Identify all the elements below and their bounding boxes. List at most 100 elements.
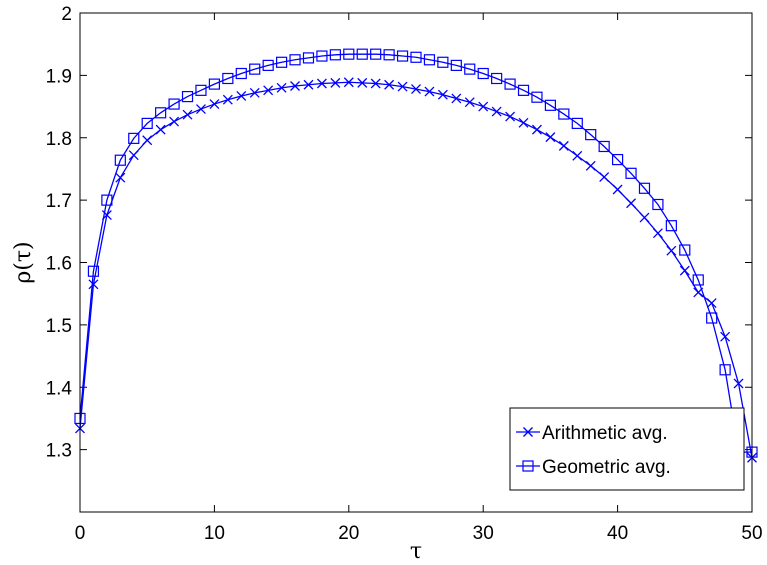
data-point (249, 63, 261, 75)
data-point (532, 124, 542, 135)
x-tick-label: 30 (473, 523, 494, 544)
data-point (638, 182, 651, 194)
data-point (679, 244, 691, 256)
data-point (625, 167, 637, 179)
x-tick-label: 10 (204, 523, 225, 544)
y-tick-label: 1.8 (46, 129, 72, 150)
data-point (652, 198, 664, 211)
data-point (303, 79, 314, 90)
legend-label: Geometric avg. (542, 457, 671, 478)
y-tick-label: 1.5 (46, 316, 72, 337)
legend-item: Geometric avg. (516, 457, 671, 478)
data-point (451, 93, 462, 104)
data-point (88, 279, 99, 290)
data-point (410, 51, 422, 63)
data-point (383, 49, 395, 61)
data-point (396, 50, 409, 62)
data-point (545, 132, 556, 143)
data-point (504, 78, 516, 90)
legend-box (509, 407, 745, 491)
data-point (720, 331, 731, 342)
data-point (249, 87, 260, 98)
data-point (611, 153, 624, 166)
data-point (612, 184, 623, 195)
data-point (665, 220, 677, 232)
data-point (464, 97, 475, 108)
data-point (679, 265, 690, 276)
axis-ticks: 0 10 20 30 40 50 1.3 1.4 1.5 1.6 1.7 1.8 1.9 2 (46, 4, 763, 544)
data-point (585, 160, 596, 171)
data-point (491, 106, 502, 117)
data-point (370, 48, 382, 60)
data-point (155, 107, 167, 119)
data-point (558, 140, 569, 151)
data-point (142, 135, 153, 146)
data-point (209, 99, 220, 110)
x-axis-title: τ (410, 539, 422, 564)
y-tick-label: 1.6 (46, 254, 72, 275)
data-point (518, 117, 529, 128)
data-point (128, 132, 140, 144)
data-point (316, 50, 328, 62)
data-point (262, 59, 274, 71)
legend-items: Arithmetic avg. Geometric avg. (516, 423, 671, 478)
series-line (79, 81, 753, 458)
x-tick-label: 0 (75, 523, 86, 544)
data-point (733, 378, 744, 389)
data-point (477, 67, 489, 80)
data-point (544, 99, 557, 111)
data-point (437, 56, 449, 68)
data-point (168, 98, 180, 110)
data-point (491, 72, 503, 85)
data-point (464, 63, 476, 75)
plot-frame (79, 12, 753, 513)
legend-marker (522, 460, 534, 472)
series-arithmetic (75, 77, 757, 463)
data-point (706, 298, 717, 309)
data-point (692, 274, 704, 286)
data-point (302, 52, 315, 64)
legend-label: Arithmetic avg. (542, 423, 668, 444)
legend: Arithmetic avg. Geometric avg. (509, 407, 745, 491)
series-geometric (74, 48, 758, 458)
data-point (114, 154, 126, 166)
data-point (181, 90, 194, 103)
data-point (706, 312, 718, 324)
data-point (571, 117, 583, 130)
data-point (598, 140, 610, 153)
y-tick-label: 2 (61, 4, 72, 25)
data-point (155, 124, 166, 135)
y-tick-label: 1.4 (46, 378, 73, 399)
data-point (222, 94, 233, 105)
data-point (141, 117, 153, 130)
data-point (384, 79, 395, 90)
data-point (343, 48, 355, 60)
data-point (397, 81, 408, 92)
y-axis-title: ρ(τ) (11, 241, 36, 283)
data-point (276, 82, 287, 93)
data-point (424, 86, 435, 97)
legend-item: Arithmetic avg. (516, 423, 668, 444)
data-point (330, 77, 341, 88)
data-point (626, 198, 636, 209)
data-point (276, 56, 288, 68)
data-point (329, 49, 341, 61)
data-point (101, 194, 113, 206)
data-point (478, 101, 489, 112)
data-point (599, 172, 610, 183)
data-point (505, 111, 516, 122)
data-point (666, 245, 677, 256)
data-point (290, 81, 300, 91)
x-tick-label: 50 (741, 523, 762, 544)
data-point (531, 91, 543, 103)
data-point (357, 77, 368, 88)
data-point (558, 108, 570, 120)
series-line (79, 53, 752, 453)
data-point (128, 150, 139, 161)
data-point (572, 150, 583, 161)
data-point (195, 84, 207, 96)
data-point (356, 48, 368, 60)
data-point (370, 78, 381, 89)
data-point (169, 116, 180, 127)
